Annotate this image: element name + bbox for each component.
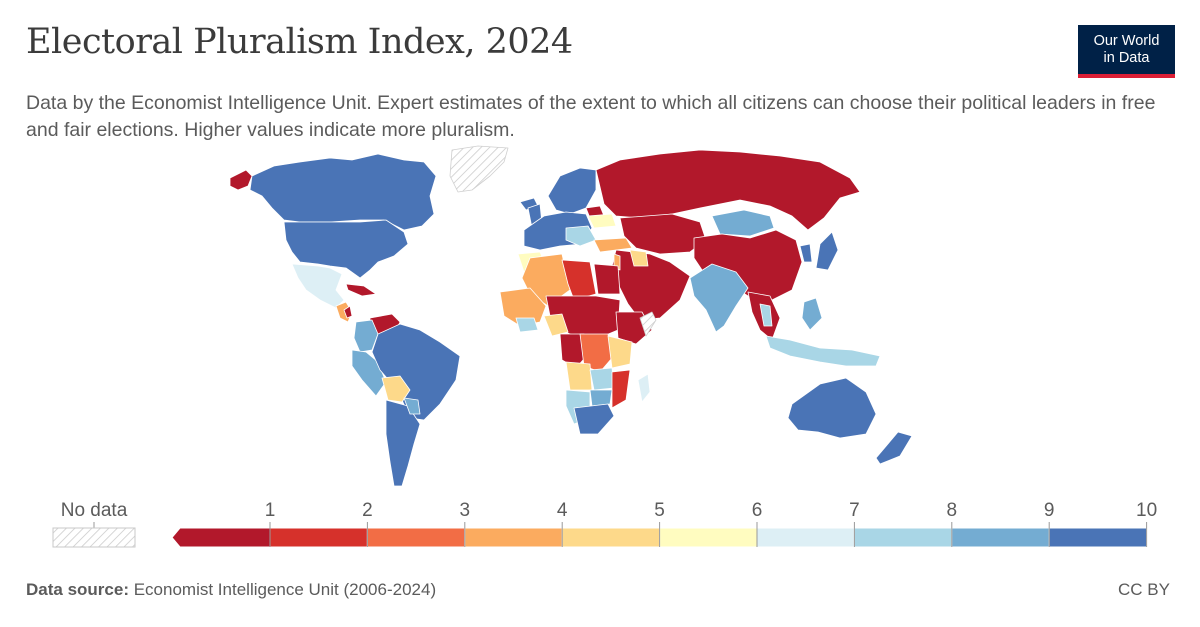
region-new-zealand[interactable] [875,431,913,465]
legend-bin-7[interactable] [853,527,953,548]
legend-bin-0[interactable] [171,527,271,548]
region-scandinavia[interactable] [547,167,597,215]
owid-logo[interactable]: Our World in Data [1078,25,1175,78]
logo-line-2: in Data [1103,50,1150,66]
data-source-text[interactable]: Economist Intelligence Unit (2006-2024) [133,580,437,599]
region-japan[interactable] [815,231,839,271]
region-botswana-zim[interactable] [589,389,613,407]
region-turkey[interactable] [593,237,633,253]
legend-tick-label: 6 [752,500,763,521]
region-colombia[interactable] [353,319,379,353]
chart-title: Electoral Pluralism Index, 2024 [26,22,573,62]
legend-bin-9[interactable] [1048,527,1148,548]
license[interactable]: CC BY [1118,580,1170,599]
region-mozambique[interactable] [611,369,631,409]
region-peru[interactable] [351,349,387,397]
legend-bin-8[interactable] [951,527,1050,548]
region-argentina[interactable] [385,399,421,487]
region-thailand[interactable] [759,303,773,327]
legend-bin-1[interactable] [269,527,368,548]
legend-bin-3[interactable] [464,527,563,548]
legend-tick-label: 7 [849,500,860,521]
legend-tick-label: 10 [1136,500,1157,521]
region-philippines[interactable] [801,297,823,331]
region-greenland[interactable] [449,145,509,193]
region-cuba[interactable] [345,283,377,297]
data-source-label: Data source: [26,580,129,599]
legend-bin-6[interactable] [756,527,855,548]
region-mexico[interactable] [291,263,345,309]
region-west-africa[interactable] [499,287,547,327]
region-iraq[interactable] [629,249,649,267]
legend-tick-label: 5 [654,500,665,521]
region-drc[interactable] [579,333,613,373]
region-bolivia[interactable] [381,375,411,403]
region-indonesia[interactable] [765,335,881,367]
region-australia[interactable] [787,377,877,439]
legend-bin-4[interactable] [561,527,661,548]
legend-no-data-swatch [52,527,136,548]
region-balkans[interactable] [565,225,597,247]
logo-line-1: Our World [1093,33,1160,49]
region-central-asia[interactable] [619,213,707,255]
region-ukraine[interactable] [587,213,617,229]
region-east-africa[interactable] [607,335,633,369]
legend-bin-5[interactable] [659,527,758,548]
region-alaska[interactable] [229,169,253,191]
legend-bin-2[interactable] [366,527,466,548]
region-india[interactable] [689,263,749,333]
region-south-africa[interactable] [573,403,615,435]
region-madagascar[interactable] [637,373,651,403]
legend-tick-label: 3 [460,500,471,521]
region-nicaragua[interactable] [343,305,353,319]
chart-subtitle: Data by the Economist Intelligence Unit.… [26,92,1156,141]
region-brazil[interactable] [371,323,461,421]
region-egypt[interactable] [593,263,621,295]
legend-tick-label: 4 [557,500,568,521]
region-paraguay[interactable] [403,397,421,415]
legend-tick-label: 9 [1044,500,1055,521]
region-korea[interactable] [799,243,813,263]
logo-accent-bar [1078,74,1175,78]
region-nigeria[interactable] [543,313,569,337]
legend-tick-label: 8 [947,500,958,521]
region-usa[interactable] [283,219,409,279]
region-canada[interactable] [249,153,437,231]
legend-no-data-label: No data [61,500,128,521]
region-gulf-guinea[interactable] [515,317,539,333]
legend-tick-label: 1 [265,500,276,521]
data-source: Data source: Economist Intelligence Unit… [26,580,436,600]
legend-tick-label: 2 [362,500,373,521]
region-somalia[interactable] [639,311,657,337]
